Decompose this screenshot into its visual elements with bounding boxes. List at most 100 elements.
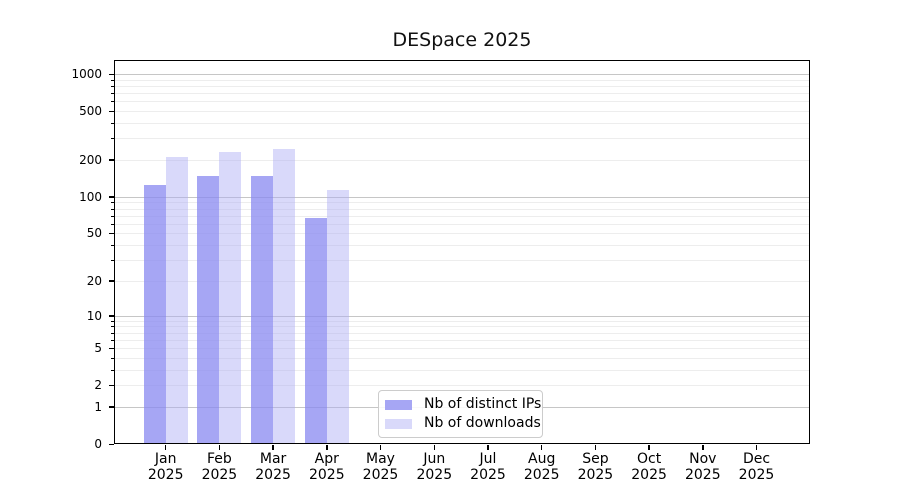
x-tick-mark bbox=[326, 445, 328, 450]
grid-minor-line bbox=[114, 385, 810, 387]
y-tick-mark bbox=[109, 315, 114, 317]
x-tick-label: Nov 2025 bbox=[671, 451, 735, 483]
x-tick-month: Sep bbox=[582, 451, 609, 467]
x-tick-month: Jan bbox=[154, 451, 177, 467]
x-tick-month: May bbox=[366, 451, 395, 467]
y-tick-label: 100 bbox=[79, 189, 102, 204]
grid-minor-line bbox=[114, 326, 810, 328]
grid-minor-line bbox=[114, 138, 810, 140]
grid-minor-line bbox=[114, 202, 810, 204]
y-minor-tick-mark bbox=[111, 223, 114, 225]
grid-minor-line bbox=[114, 85, 810, 87]
y-minor-tick-mark bbox=[111, 326, 114, 328]
x-tick-year: 2025 bbox=[684, 466, 721, 483]
bar-downloads bbox=[165, 157, 188, 443]
y-tick-label: 5 bbox=[94, 341, 102, 355]
x-tick-label: Jan 2025 bbox=[134, 451, 198, 483]
x-tick-month: Apr bbox=[314, 451, 339, 467]
y-tick-mark bbox=[109, 232, 114, 235]
grid-major-line bbox=[114, 196, 810, 198]
grid-minor-line bbox=[114, 332, 810, 334]
y-tick-label: 1 bbox=[94, 399, 102, 414]
x-tick-label: Oct 2025 bbox=[617, 451, 681, 483]
x-tick-mark bbox=[379, 445, 382, 450]
grid-major-line bbox=[114, 315, 810, 317]
x-tick-label: May 2025 bbox=[349, 451, 413, 483]
x-tick-label: Feb 2025 bbox=[187, 451, 251, 483]
legend-label-downloads: Nb of downloads bbox=[424, 415, 541, 431]
x-tick-label: Aug 2025 bbox=[510, 451, 574, 483]
bar-distinct-ips bbox=[197, 176, 220, 443]
x-tick-month: Dec bbox=[742, 451, 771, 467]
x-tick-year: 2025 bbox=[362, 466, 399, 483]
legend: Nb of distinct IPs Nb of downloads bbox=[378, 390, 543, 438]
y-tick-label: 1000 bbox=[71, 67, 102, 81]
y-minor-tick-mark bbox=[111, 339, 114, 341]
x-tick-label: Dec 2025 bbox=[725, 451, 789, 483]
y-tick-mark bbox=[109, 196, 114, 198]
y-minor-tick-mark bbox=[111, 215, 114, 217]
y-tick-mark bbox=[109, 159, 114, 161]
y-tick-mark bbox=[109, 73, 114, 75]
bar-distinct-ips bbox=[251, 176, 274, 443]
grid-minor-line bbox=[114, 348, 810, 349]
x-tick-mark bbox=[755, 445, 758, 450]
y-tick-label: 10 bbox=[86, 308, 102, 323]
grid-minor-line bbox=[114, 159, 810, 161]
x-tick-year: 2025 bbox=[738, 466, 775, 483]
grid-minor-line bbox=[114, 79, 810, 81]
x-tick-year: 2025 bbox=[523, 466, 560, 483]
x-tick-label: Jun 2025 bbox=[402, 451, 466, 483]
bar-downloads bbox=[273, 148, 296, 443]
x-tick-mark bbox=[218, 445, 221, 450]
bar-downloads bbox=[219, 151, 242, 443]
x-tick-year: 2025 bbox=[470, 466, 506, 483]
plot-area-frame bbox=[114, 60, 810, 444]
x-tick-mark bbox=[702, 445, 704, 450]
x-tick-label: Sep 2025 bbox=[563, 451, 627, 483]
y-minor-tick-mark bbox=[111, 260, 114, 262]
x-tick-year: 2025 bbox=[577, 466, 614, 483]
grid-minor-line bbox=[114, 260, 810, 262]
x-tick-month: Aug bbox=[528, 451, 556, 467]
y-minor-tick-mark bbox=[111, 123, 114, 124]
grid-major-line bbox=[114, 74, 810, 75]
chart-title: DESpace 2025 bbox=[392, 29, 532, 51]
x-tick-month: Mar bbox=[259, 451, 287, 467]
grid-minor-line bbox=[114, 280, 810, 282]
y-tick-mark bbox=[109, 280, 114, 282]
legend-swatch-downloads bbox=[385, 418, 412, 429]
x-tick-year: 2025 bbox=[631, 466, 667, 483]
x-tick-mark bbox=[164, 445, 167, 450]
grid-minor-line bbox=[114, 369, 810, 371]
y-tick-mark bbox=[109, 384, 114, 387]
y-minor-tick-mark bbox=[111, 79, 114, 81]
y-minor-tick-mark bbox=[111, 357, 114, 359]
y-tick-label: 0 bbox=[94, 437, 102, 451]
y-tick-label: 500 bbox=[79, 104, 102, 118]
grid-minor-line bbox=[114, 111, 810, 112]
y-minor-tick-mark bbox=[111, 101, 114, 103]
x-tick-mark bbox=[272, 445, 274, 450]
grid-minor-line bbox=[114, 223, 810, 225]
x-tick-month: Feb bbox=[206, 451, 232, 467]
y-minor-tick-mark bbox=[111, 202, 114, 204]
grid-minor-line bbox=[114, 339, 810, 341]
y-tick-mark bbox=[109, 406, 114, 408]
x-tick-year: 2025 bbox=[201, 466, 238, 483]
x-tick-month: Jun bbox=[423, 451, 446, 467]
x-tick-month: Jul bbox=[479, 451, 497, 467]
x-tick-label: Apr 2025 bbox=[295, 451, 359, 483]
legend-item-distinct-ips: Nb of distinct IPs bbox=[385, 397, 541, 412]
bar-distinct-ips bbox=[304, 218, 327, 443]
y-minor-tick-mark bbox=[111, 332, 114, 334]
grid-minor-line bbox=[114, 123, 810, 124]
grid-minor-line bbox=[114, 208, 810, 210]
grid-minor-line bbox=[114, 215, 810, 217]
x-tick-year: 2025 bbox=[147, 466, 184, 483]
grid-minor-line bbox=[114, 93, 810, 94]
x-tick-year: 2025 bbox=[308, 466, 345, 483]
